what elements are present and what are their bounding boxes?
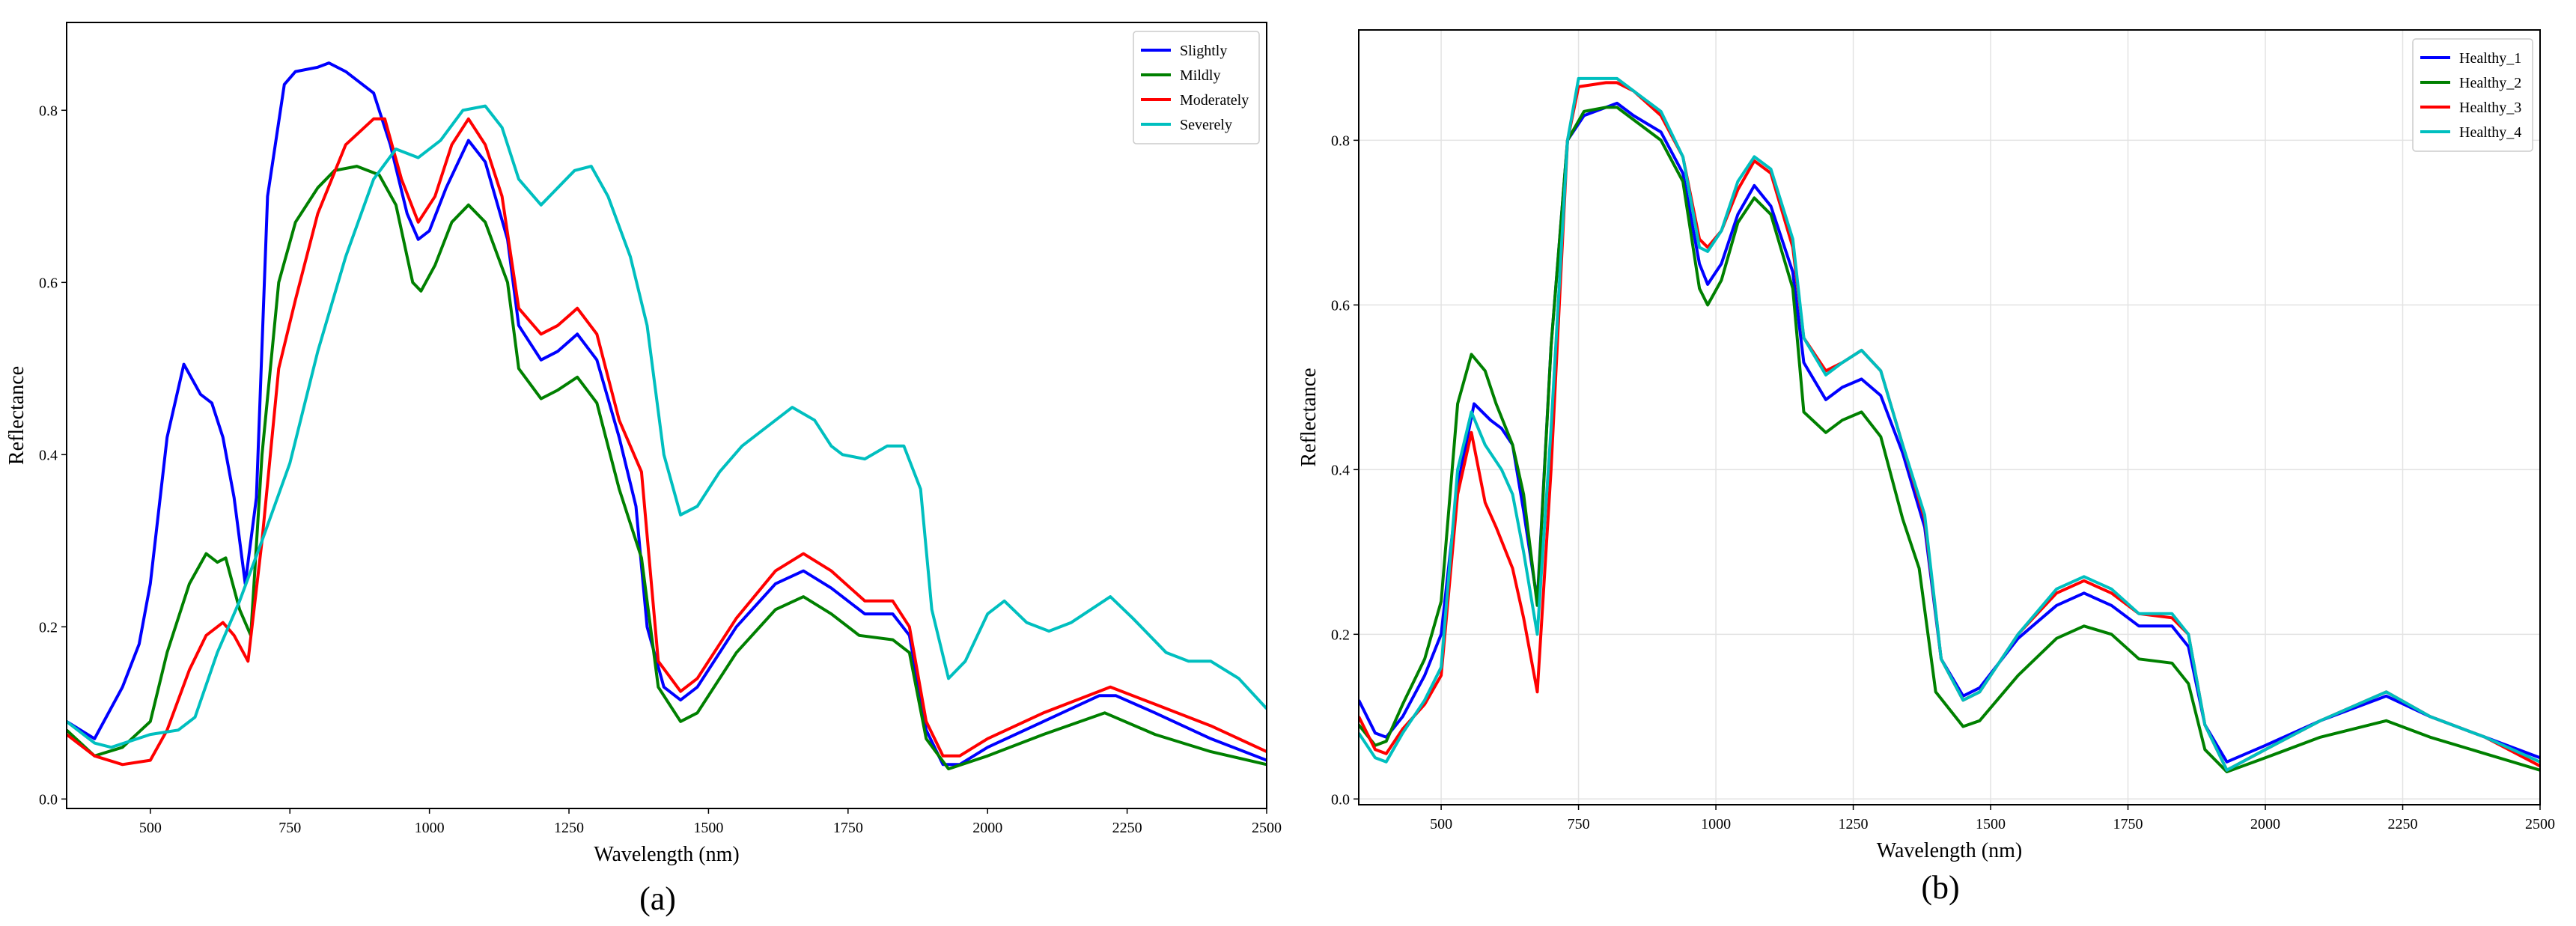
legend: Slightly Mildly Moderately Severely [1133,31,1260,144]
x-axis-label: Wavelength (nm) [594,843,739,866]
x-tick-label: 1250 [554,820,584,836]
panel-caption: (b) [1921,869,1959,906]
series-line-mildly [67,165,1267,771]
y-tick-label: 0.4 [1331,462,1350,478]
x-tick-label: 1500 [693,820,723,836]
y-tick-label: 0.8 [1331,132,1350,149]
y-tick-label: 0.0 [39,791,58,808]
legend-label: Healthy_2 [2459,75,2521,91]
series-line-healthy_1 [1359,101,2540,764]
x-tick-label: 2250 [1112,820,1142,836]
panel-caption: (a) [639,880,676,917]
legend-label: Severely [1180,117,1232,133]
series-line-healthy_2 [1359,106,2540,773]
x-tick-label: 1750 [833,820,863,836]
y-tick-label: 0.0 [1331,791,1350,808]
x-tick-label: 750 [1568,816,1590,832]
y-tick-label: 0.6 [39,275,58,291]
legend-label: Mildly [1180,67,1220,84]
y-tick-label: 0.2 [39,619,58,636]
x-tick-label: 2250 [2388,816,2418,832]
series-line-severely [67,104,1267,749]
y-axis-label: Reflectance [1297,368,1321,466]
x-tick-label: 2000 [972,820,1002,836]
legend-label: Slightly [1180,43,1227,59]
panel-a: 500 750 1000 1250 1500 1750 2000 2250 2500 0.0 0.2… [5,22,1282,917]
series-line-moderately [67,117,1267,767]
x-tick-label: 1000 [415,820,445,836]
legend-label: Healthy_3 [2459,100,2521,116]
x-axis-label: Wavelength (nm) [1877,839,2022,862]
y-tick-label: 0.6 [1331,297,1350,314]
y-tick-label: 0.8 [39,103,58,119]
x-tick-label: 1750 [2113,816,2143,832]
x-tick-label: 2500 [2525,816,2555,832]
legend-label: Healthy_4 [2459,124,2521,141]
x-tick-label: 2500 [1252,820,1282,836]
series-line-healthy_3 [1359,81,2540,772]
series-line-healthy_4 [1359,76,2540,772]
legend-box [1133,31,1260,144]
panel-b: 500 750 1000 1250 1500 1750 2000 2250 2500 0.0 0.2… [1297,29,2555,906]
y-tick-label: 0.2 [1331,627,1350,643]
x-tick-label: 500 [139,820,162,836]
y-tick-label: 0.4 [39,447,58,463]
legend-box [2412,38,2533,152]
axes-frame [1358,29,2541,805]
x-tick-label: 2000 [2250,816,2280,832]
y-axis-label: Reflectance [5,366,28,465]
series-line-slightly [67,61,1267,767]
legend: Healthy_1 Healthy_2 Healthy_3 Healthy_4 [2412,38,2533,152]
x-tick-label: 1250 [1839,816,1869,832]
x-tick-label: 500 [1430,816,1452,832]
x-tick-label: 1500 [1976,816,2006,832]
axes-frame [66,22,1267,809]
x-tick-label: 1000 [1701,816,1731,832]
x-tick-label: 750 [278,820,301,836]
legend-label: Healthy_1 [2459,50,2521,67]
legend-label: Moderately [1180,92,1249,109]
